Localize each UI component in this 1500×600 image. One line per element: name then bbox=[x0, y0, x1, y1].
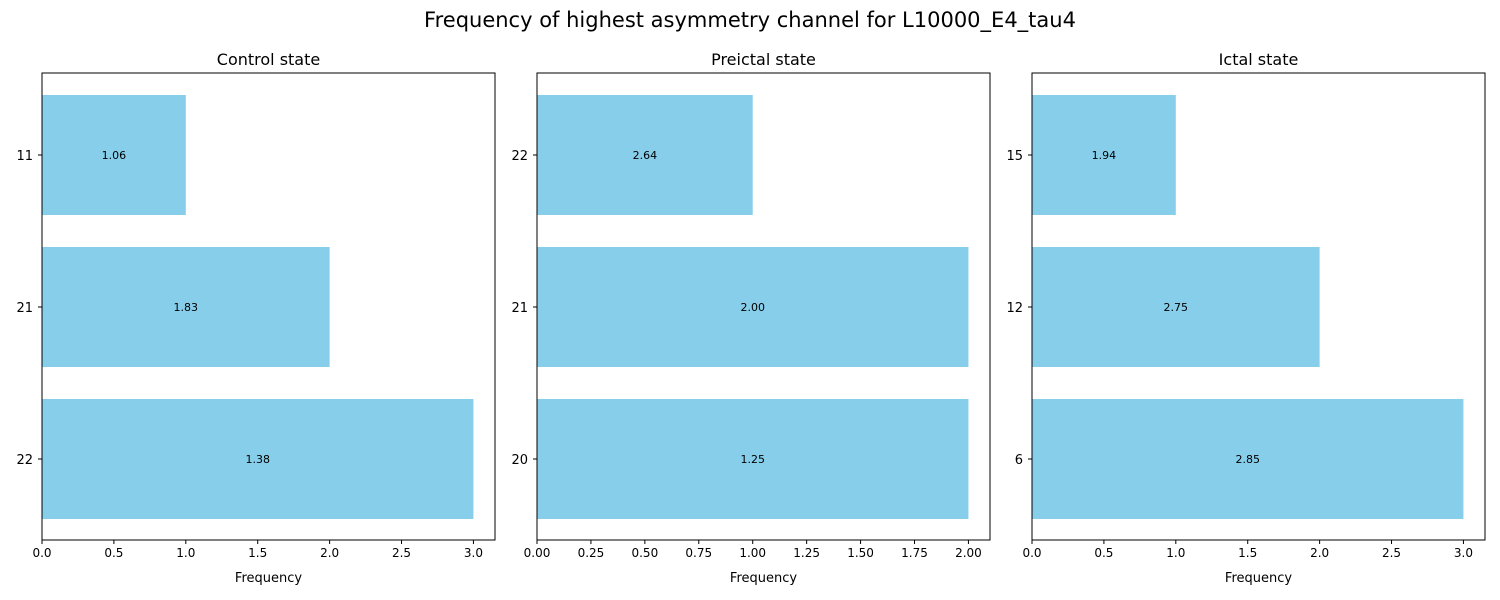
ytick-label-2-0: 15 bbox=[1006, 149, 1023, 164]
xtick-label-2-0: 0.0 bbox=[1022, 546, 1041, 560]
ytick-label-2-1: 12 bbox=[1006, 301, 1023, 316]
xtick-label-1-7: 1.75 bbox=[901, 546, 928, 560]
xtick-label-0-5: 2.5 bbox=[392, 546, 411, 560]
bar-label-2-1: 2.75 bbox=[1164, 301, 1189, 314]
bar-0-1 bbox=[42, 247, 330, 367]
xtick-label-1-2: 0.50 bbox=[631, 546, 658, 560]
xtick-label-2-6: 3.0 bbox=[1454, 546, 1473, 560]
ytick-label-0-1: 21 bbox=[16, 301, 33, 316]
xtick-label-2-5: 2.5 bbox=[1382, 546, 1401, 560]
bar-label-1-1: 2.00 bbox=[740, 301, 765, 314]
ytick-label-0-2: 22 bbox=[16, 453, 33, 468]
ytick-label-0-0: 11 bbox=[16, 149, 33, 164]
xtick-label-1-6: 1.50 bbox=[847, 546, 874, 560]
xtick-label-0-4: 2.0 bbox=[320, 546, 339, 560]
xtick-label-1-8: 2.00 bbox=[955, 546, 982, 560]
xtick-label-2-1: 0.5 bbox=[1094, 546, 1113, 560]
bar-label-0-0: 1.06 bbox=[102, 149, 127, 162]
ytick-label-2-2: 6 bbox=[1015, 453, 1023, 468]
xtick-label-1-0: 0.00 bbox=[524, 546, 551, 560]
bar-0-2 bbox=[42, 399, 474, 519]
xtick-label-2-4: 2.0 bbox=[1310, 546, 1329, 560]
bar-2-1 bbox=[1032, 247, 1320, 367]
bar-label-2-0: 1.94 bbox=[1092, 149, 1117, 162]
panel-title-0: Control state bbox=[217, 50, 320, 69]
panel-title-2: Ictal state bbox=[1219, 50, 1299, 69]
ytick-label-1-0: 22 bbox=[511, 149, 528, 164]
x-axis-label-1: Frequency bbox=[730, 571, 797, 586]
plot-frame-0 bbox=[41, 72, 496, 541]
bar-1-1 bbox=[537, 247, 969, 367]
ytick-label-1-1: 21 bbox=[511, 301, 528, 316]
bar-2-2 bbox=[1032, 399, 1464, 519]
xtick-label-2-2: 1.0 bbox=[1166, 546, 1185, 560]
ytick-label-1-2: 20 bbox=[511, 453, 528, 468]
plot-frame-2 bbox=[1031, 72, 1486, 541]
bar-label-2-2: 2.85 bbox=[1235, 453, 1260, 466]
bar-2-0 bbox=[1032, 95, 1176, 215]
xtick-label-1-1: 0.25 bbox=[578, 546, 605, 560]
x-axis-label-0: Frequency bbox=[235, 571, 302, 586]
bar-label-0-1: 1.83 bbox=[174, 301, 199, 314]
bar-label-0-2: 1.38 bbox=[245, 453, 270, 466]
xtick-label-1-5: 1.25 bbox=[793, 546, 820, 560]
figure-title: Frequency of highest asymmetry channel f… bbox=[424, 8, 1076, 32]
xtick-label-0-1: 0.5 bbox=[104, 546, 123, 560]
plot-frame-1 bbox=[536, 72, 991, 541]
bar-1-0 bbox=[537, 95, 753, 215]
xtick-label-0-2: 1.0 bbox=[176, 546, 195, 560]
bar-label-1-0: 2.64 bbox=[633, 149, 658, 162]
bar-0-0 bbox=[42, 95, 186, 215]
bar-label-1-2: 1.25 bbox=[740, 453, 765, 466]
panel-title-1: Preictal state bbox=[711, 50, 816, 69]
xtick-label-2-3: 1.5 bbox=[1238, 546, 1257, 560]
xtick-label-0-0: 0.0 bbox=[32, 546, 51, 560]
bar-1-2 bbox=[537, 399, 969, 519]
xtick-label-1-3: 0.75 bbox=[685, 546, 712, 560]
xtick-label-1-4: 1.00 bbox=[739, 546, 766, 560]
x-axis-label-2: Frequency bbox=[1225, 571, 1292, 586]
xtick-label-0-3: 1.5 bbox=[248, 546, 267, 560]
xtick-label-0-6: 3.0 bbox=[464, 546, 483, 560]
